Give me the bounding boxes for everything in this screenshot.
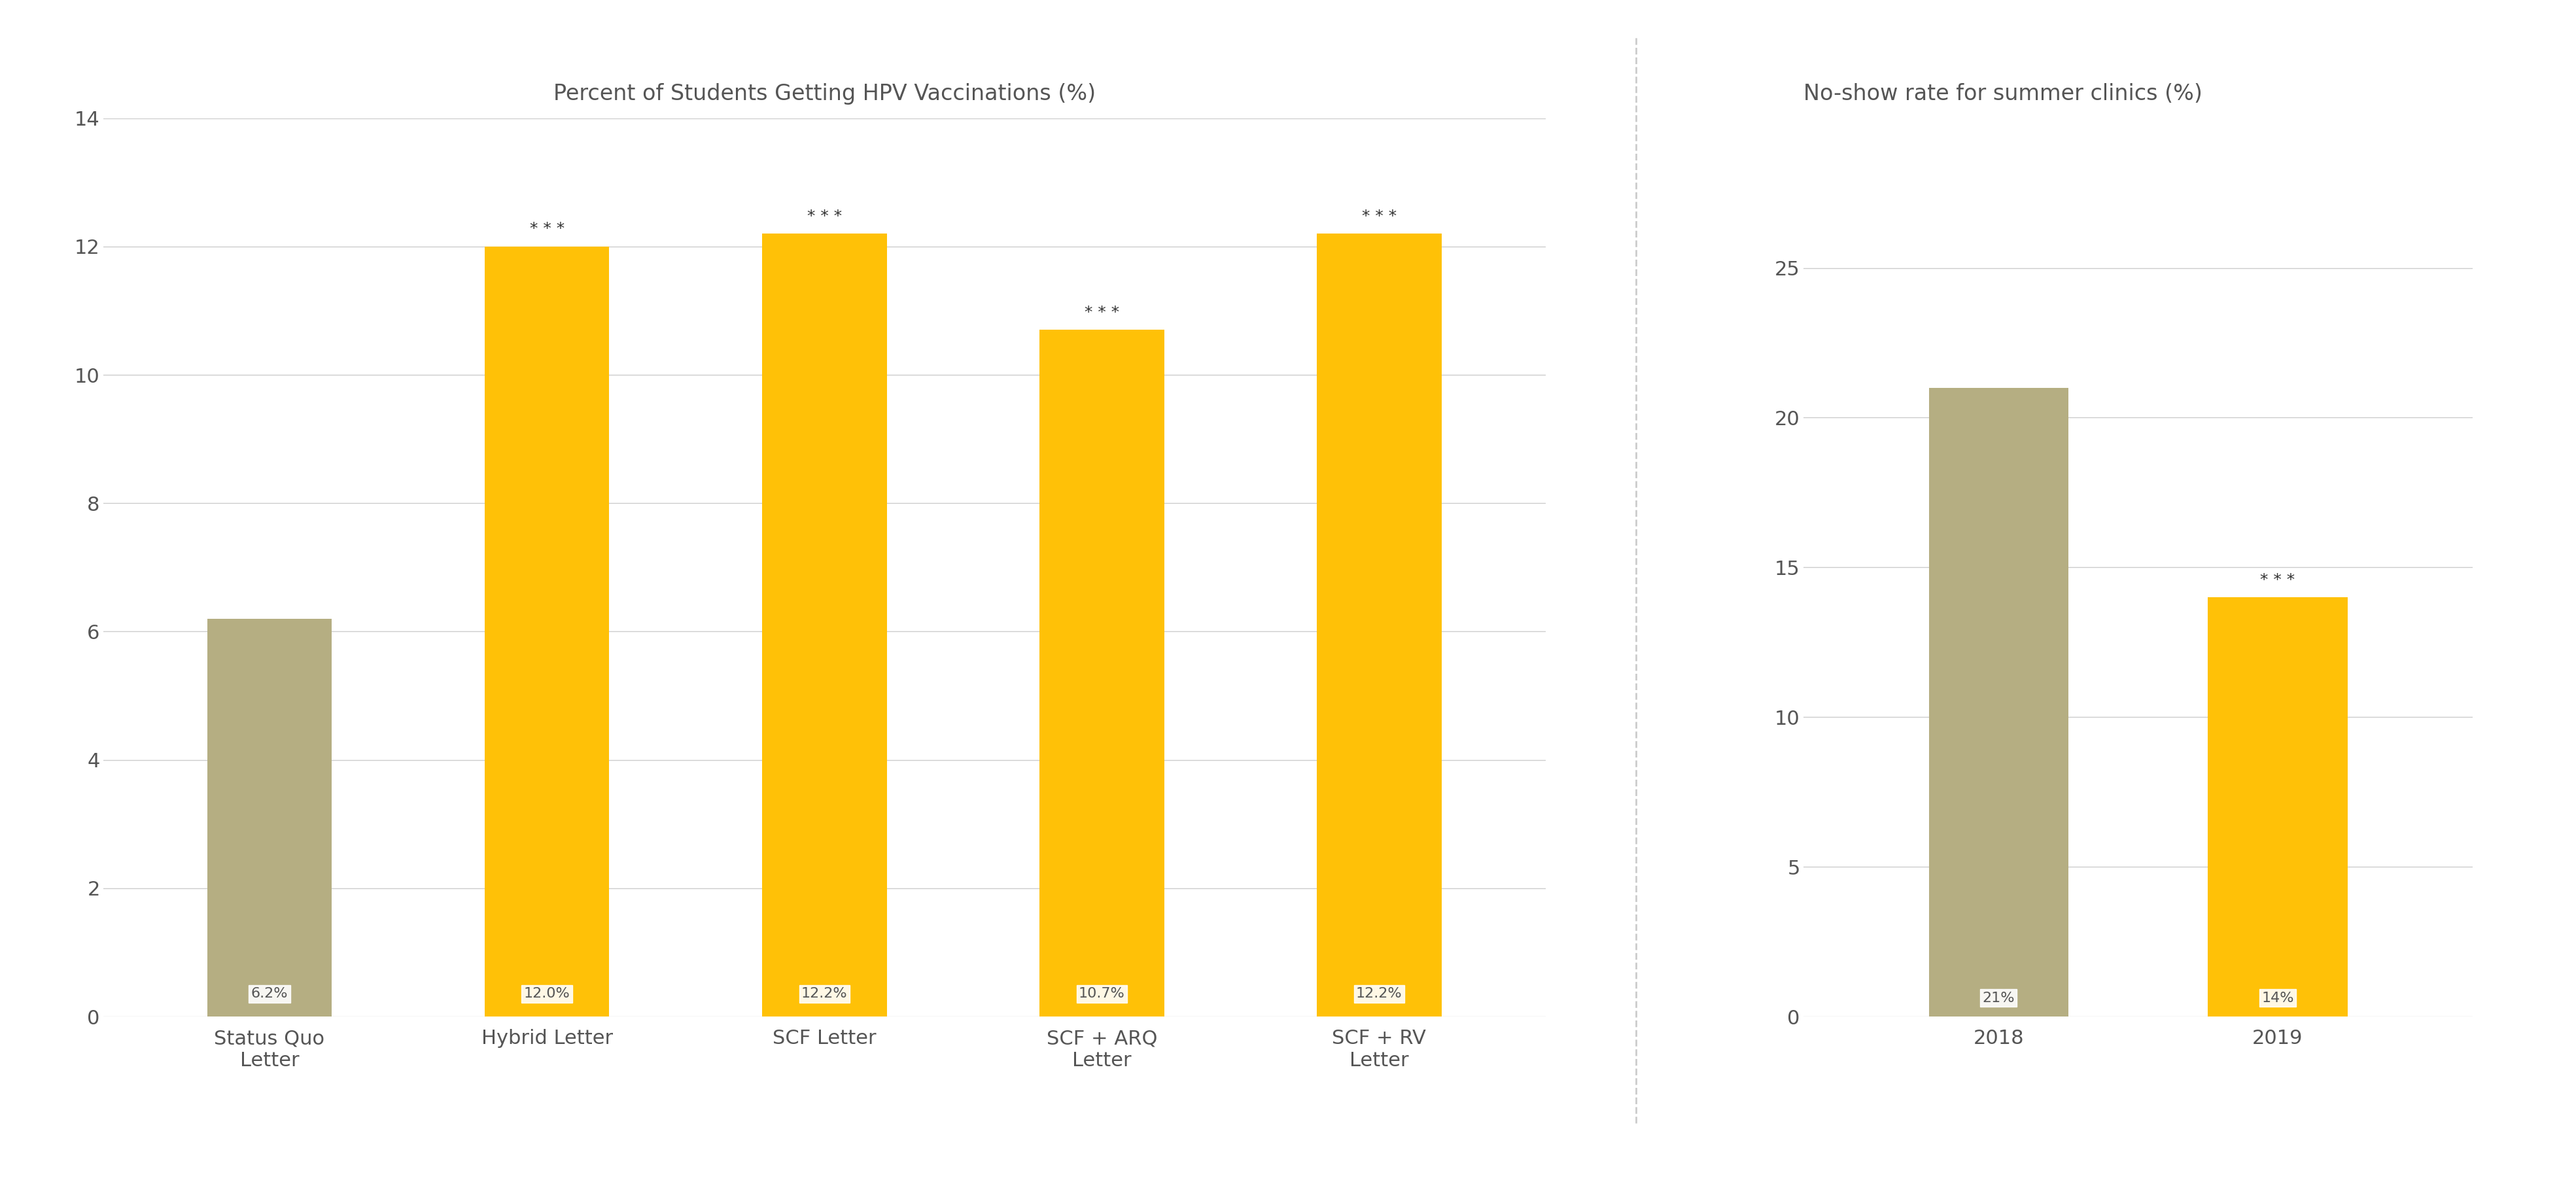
Bar: [1929, 388, 2069, 1017]
Text: No-show rate for summer clinics (%): No-show rate for summer clinics (%): [1803, 83, 2202, 105]
Bar: [2208, 597, 2347, 1017]
Text: * * *: * * *: [2259, 572, 2295, 589]
Text: * * *: * * *: [531, 221, 564, 236]
Bar: [484, 247, 611, 1017]
Text: 6.2%: 6.2%: [250, 987, 289, 1000]
Text: 12.2%: 12.2%: [1355, 987, 1401, 1000]
Text: 12.0%: 12.0%: [523, 987, 569, 1000]
Bar: [1038, 330, 1164, 1017]
Text: * * *: * * *: [1084, 305, 1118, 320]
Bar: [206, 618, 332, 1017]
Text: 14%: 14%: [2262, 992, 2293, 1005]
Text: 12.2%: 12.2%: [801, 987, 848, 1000]
Text: * * *: * * *: [806, 208, 842, 225]
Text: 10.7%: 10.7%: [1079, 987, 1126, 1000]
Bar: [1316, 234, 1443, 1017]
Text: * * *: * * *: [1363, 208, 1396, 225]
Text: 21%: 21%: [1984, 992, 2014, 1005]
Title: Percent of Students Getting HPV Vaccinations (%): Percent of Students Getting HPV Vaccinat…: [554, 83, 1095, 105]
Bar: [762, 234, 886, 1017]
